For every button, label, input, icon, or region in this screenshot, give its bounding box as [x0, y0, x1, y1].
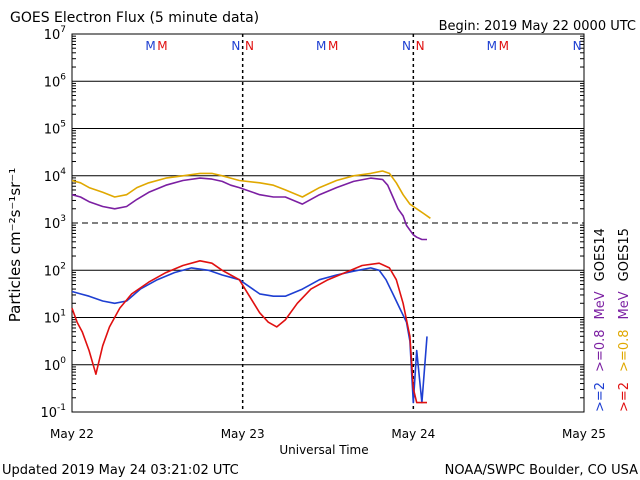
x-tick-label: May 22 — [50, 427, 94, 441]
series-line — [71, 177, 427, 241]
y-tick-label: 106 — [44, 72, 67, 90]
legend-entry: >=0.8 — [593, 329, 608, 371]
y-tick-label: 101 — [44, 309, 66, 327]
y-axis-label: Particles cm⁻²s⁻¹sr⁻¹ — [6, 168, 24, 322]
updated-label: Updated 2019 May 24 03:21:02 UTC — [2, 463, 239, 478]
credit-label: NOAA/SWPC Boulder, CO USA — [445, 463, 638, 478]
mn-marker: N — [402, 39, 411, 53]
legend-entry: MeV — [593, 291, 608, 319]
y-tick-label: 102 — [44, 261, 66, 279]
series-line — [71, 170, 431, 219]
x-tick-label: May 23 — [221, 427, 265, 441]
y-tick-label: 10-1 — [40, 403, 66, 421]
mn-marker: M — [157, 39, 167, 53]
legend-entry: >=2 — [593, 382, 608, 412]
legend-entry: MeV — [617, 291, 632, 319]
legend-entry: >=0.8 — [617, 329, 632, 371]
y-tick-label: 103 — [44, 214, 66, 232]
mn-marker: N — [231, 39, 240, 53]
x-axis-label: Universal Time — [279, 443, 368, 457]
mn-marker: M — [487, 39, 497, 53]
legend: >=2 >=0.8 MeV GOES14 >=2 >=0.8 MeV GOES15 — [593, 228, 632, 412]
y-tick-labels: 107 106 105 104 103 102 101 100 10-1 — [40, 25, 66, 421]
legend-entry: >=2 — [617, 382, 632, 412]
y-tick-label: 107 — [44, 25, 66, 43]
series-line — [71, 259, 427, 404]
y-tick-label: 100 — [44, 356, 67, 374]
mn-marker: M — [316, 39, 326, 53]
mn-marker: N — [245, 39, 254, 53]
legend-entry: GOES15 — [617, 228, 632, 281]
series-line — [71, 267, 428, 404]
y-tick-label: 104 — [44, 167, 67, 185]
mn-marker: M — [328, 39, 338, 53]
mn-marker: N — [573, 39, 582, 53]
begin-label: Begin: 2019 May 22 0000 UTC — [439, 19, 636, 34]
y-tick-label: 105 — [44, 120, 66, 138]
legend-entry: GOES14 — [593, 228, 608, 281]
x-tick-label: May 24 — [391, 427, 435, 441]
mn-marker: N — [416, 39, 425, 53]
day-separators — [241, 34, 415, 412]
chart-title: GOES Electron Flux (5 minute data) — [10, 10, 259, 26]
x-tick-label: May 25 — [562, 427, 606, 441]
mn-marker: M — [499, 39, 509, 53]
grid-lines — [72, 35, 584, 399]
series-lines — [71, 170, 431, 404]
mn-marker: M — [145, 39, 155, 53]
x-tick-labels: May 22 May 23 May 24 May 25 — [50, 427, 606, 441]
